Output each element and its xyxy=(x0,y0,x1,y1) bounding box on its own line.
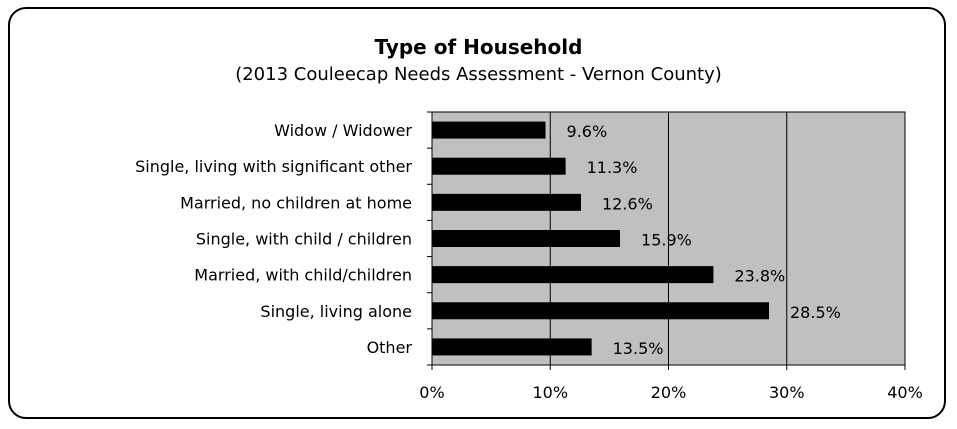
bar xyxy=(432,302,770,320)
data-label: 28.5% xyxy=(790,303,841,322)
chart-title: Type of Household xyxy=(374,35,583,59)
category-label: Married, no children at home xyxy=(180,193,412,212)
x-tick-label: 40% xyxy=(887,383,923,402)
data-label: 15.9% xyxy=(641,231,692,250)
data-label: 9.6% xyxy=(567,122,608,141)
data-label: 23.8% xyxy=(734,267,785,286)
x-tick-label: 0% xyxy=(419,383,444,402)
category-label: Widow / Widower xyxy=(274,121,412,140)
data-label: 12.6% xyxy=(602,194,653,213)
category-label: Married, with child/children xyxy=(194,266,412,285)
category-label: Other xyxy=(367,338,413,357)
data-label: 13.5% xyxy=(613,339,664,358)
bar xyxy=(432,338,592,356)
data-label: 11.3% xyxy=(587,158,638,177)
category-label: Single, living with significant other xyxy=(135,157,412,176)
x-tick-label: 20% xyxy=(651,383,687,402)
x-tick-label: 30% xyxy=(769,383,805,402)
bar xyxy=(432,157,566,175)
bar xyxy=(432,230,621,247)
chart-subtitle: (2013 Couleecap Needs Assessment - Verno… xyxy=(235,64,722,85)
bar xyxy=(432,121,546,139)
category-label: Single, with child / children xyxy=(196,230,412,249)
bar xyxy=(432,193,581,211)
category-label: Single, living alone xyxy=(260,302,412,321)
bar xyxy=(432,266,714,284)
x-tick-label: 10% xyxy=(532,383,568,402)
